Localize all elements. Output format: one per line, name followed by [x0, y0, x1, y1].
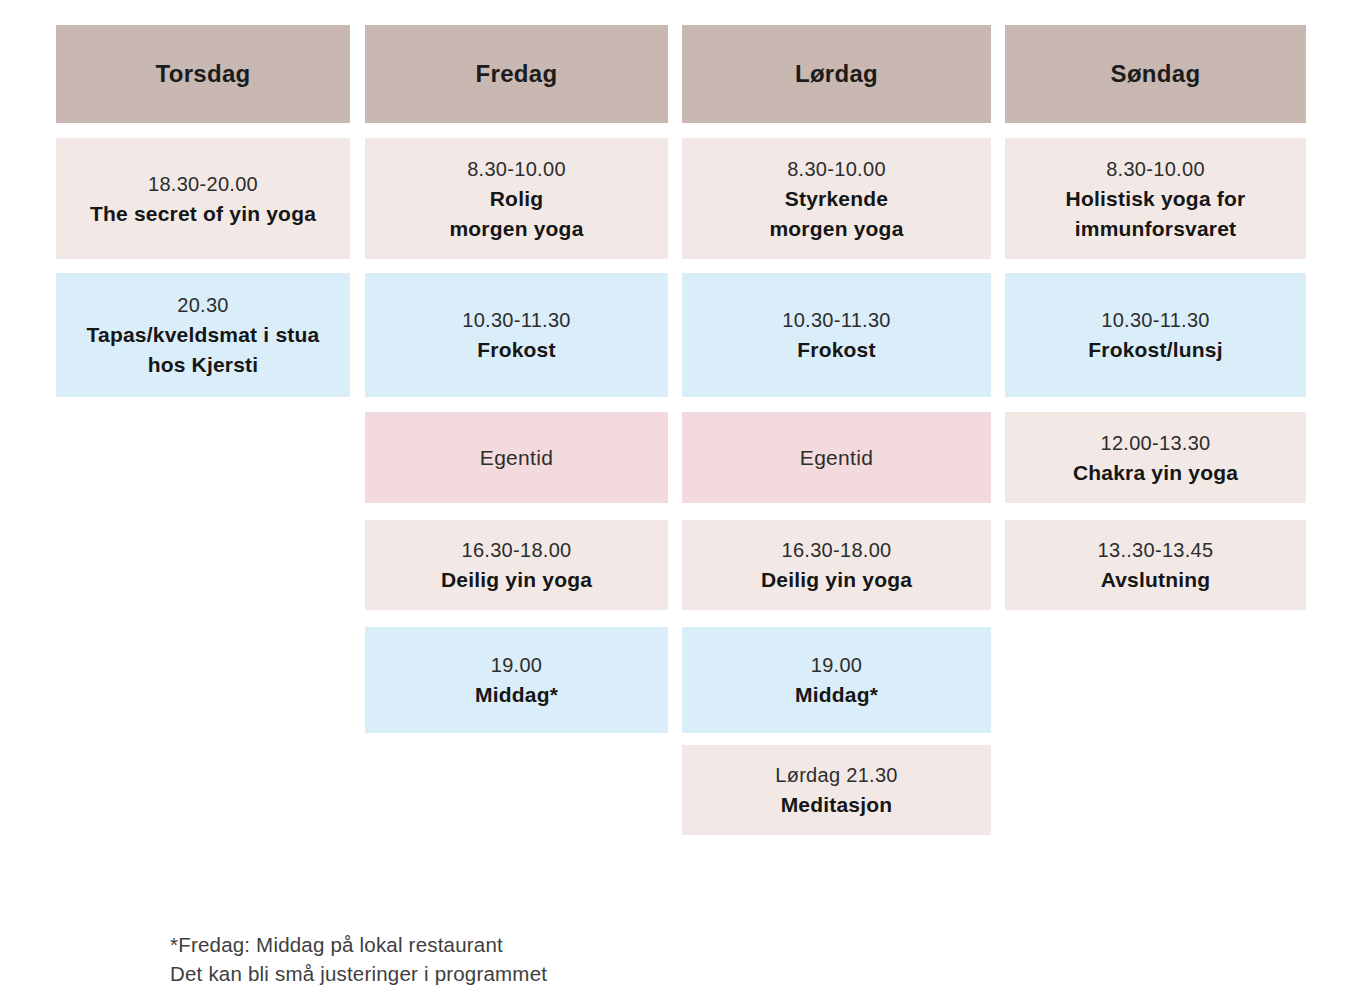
cell-time: 10.30-11.30: [462, 305, 571, 335]
cell-text: Egentid: [800, 443, 873, 473]
cell-time: 13..30-13.45: [1098, 535, 1214, 565]
cell-sondag-chakra-yin-yoga: 12.00-13.30 Chakra yin yoga: [1005, 412, 1306, 503]
cell-title: Deilig yin yoga: [441, 565, 592, 595]
cell-time: 19.00: [811, 650, 863, 680]
cell-lordag-styrkende-morgen-yoga: 8.30-10.00 Styrkende morgen yoga: [682, 138, 991, 259]
cell-title: Rolig: [490, 184, 544, 214]
cell-lordag-meditasjon: Lørdag 21.30 Meditasjon: [682, 745, 991, 835]
day-label: Fredag: [476, 59, 558, 89]
cell-lordag-egentid: Egentid: [682, 412, 991, 503]
footnote-line-fredag: *Fredag: Middag på lokal restaurant: [170, 930, 589, 959]
cell-fredag-rolig-morgen-yoga: 8.30-10.00 Rolig morgen yoga: [365, 138, 668, 259]
day-header-torsdag: Torsdag: [56, 25, 350, 123]
cell-text: Egentid: [480, 443, 553, 473]
cell-title: Styrkende: [785, 184, 888, 214]
cell-title: Deilig yin yoga: [761, 565, 912, 595]
cell-fredag-deilig-yin-yoga: 16.30-18.00 Deilig yin yoga: [365, 520, 668, 610]
day-header-sondag: Søndag: [1005, 25, 1306, 123]
cell-time: 18.30-20.00: [148, 169, 258, 199]
cell-title: Middag*: [795, 680, 878, 710]
yoga-retreat-schedule: Torsdag Fredag Lørdag Søndag 18.30-20.00…: [0, 0, 1350, 999]
cell-time: 10.30-11.30: [782, 305, 891, 335]
cell-lordag-frokost: 10.30-11.30 Frokost: [682, 273, 991, 397]
cell-time: 8.30-10.00: [467, 154, 566, 184]
cell-title: Middag*: [475, 680, 558, 710]
cell-time: 8.30-10.00: [787, 154, 886, 184]
cell-fredag-frokost: 10.30-11.30 Frokost: [365, 273, 668, 397]
cell-time: 16.30-18.00: [461, 535, 571, 565]
cell-lordag-deilig-yin-yoga: 16.30-18.00 Deilig yin yoga: [682, 520, 991, 610]
cell-title: immunforsvaret: [1075, 214, 1237, 244]
day-label: Søndag: [1111, 59, 1201, 89]
cell-torsdag-tapas-kveldsmat: 20.30 Tapas/kveldsmat i stua hos Kjersti: [56, 273, 350, 397]
cell-time: 10.30-11.30: [1101, 305, 1210, 335]
cell-lordag-middag: 19.00 Middag*: [682, 627, 991, 733]
cell-title: The secret of yin yoga: [90, 199, 316, 229]
cell-title: Meditasjon: [781, 790, 893, 820]
cell-fredag-egentid: Egentid: [365, 412, 668, 503]
cell-title: Holistisk yoga for: [1066, 184, 1246, 214]
cell-sondag-avslutning: 13..30-13.45 Avslutning: [1005, 520, 1306, 610]
cell-time: 12.00-13.30: [1100, 428, 1210, 458]
cell-title: Frokost/lunsj: [1088, 335, 1222, 365]
cell-title: hos Kjersti: [148, 350, 259, 380]
cell-title: Tapas/kveldsmat i stua: [87, 320, 320, 350]
cell-title: morgen yoga: [449, 214, 583, 244]
cell-title: Avslutning: [1101, 565, 1211, 595]
cell-sondag-holistisk-yoga: 8.30-10.00 Holistisk yoga for immunforsv…: [1005, 138, 1306, 259]
cell-time: 16.30-18.00: [781, 535, 891, 565]
cell-time: 20.30: [177, 290, 229, 320]
cell-fredag-middag: 19.00 Middag*: [365, 627, 668, 733]
cell-time: Lørdag 21.30: [775, 760, 898, 790]
cell-sondag-frokost-lunsj: 10.30-11.30 Frokost/lunsj: [1005, 273, 1306, 397]
day-label: Torsdag: [156, 59, 251, 89]
day-header-fredag: Fredag: [365, 25, 668, 123]
cell-time: 19.00: [491, 650, 543, 680]
cell-title: Frokost: [797, 335, 875, 365]
cell-title: Frokost: [477, 335, 555, 365]
day-header-lordag: Lørdag: [682, 25, 991, 123]
cell-title: Chakra yin yoga: [1073, 458, 1238, 488]
cell-torsdag-secret-of-yin-yoga: 18.30-20.00 The secret of yin yoga: [56, 138, 350, 259]
note-program-changes: Det kan bli små justeringer i programmet: [170, 959, 547, 988]
cell-time: 8.30-10.00: [1106, 154, 1205, 184]
cell-title: morgen yoga: [769, 214, 903, 244]
day-label: Lørdag: [795, 59, 878, 89]
